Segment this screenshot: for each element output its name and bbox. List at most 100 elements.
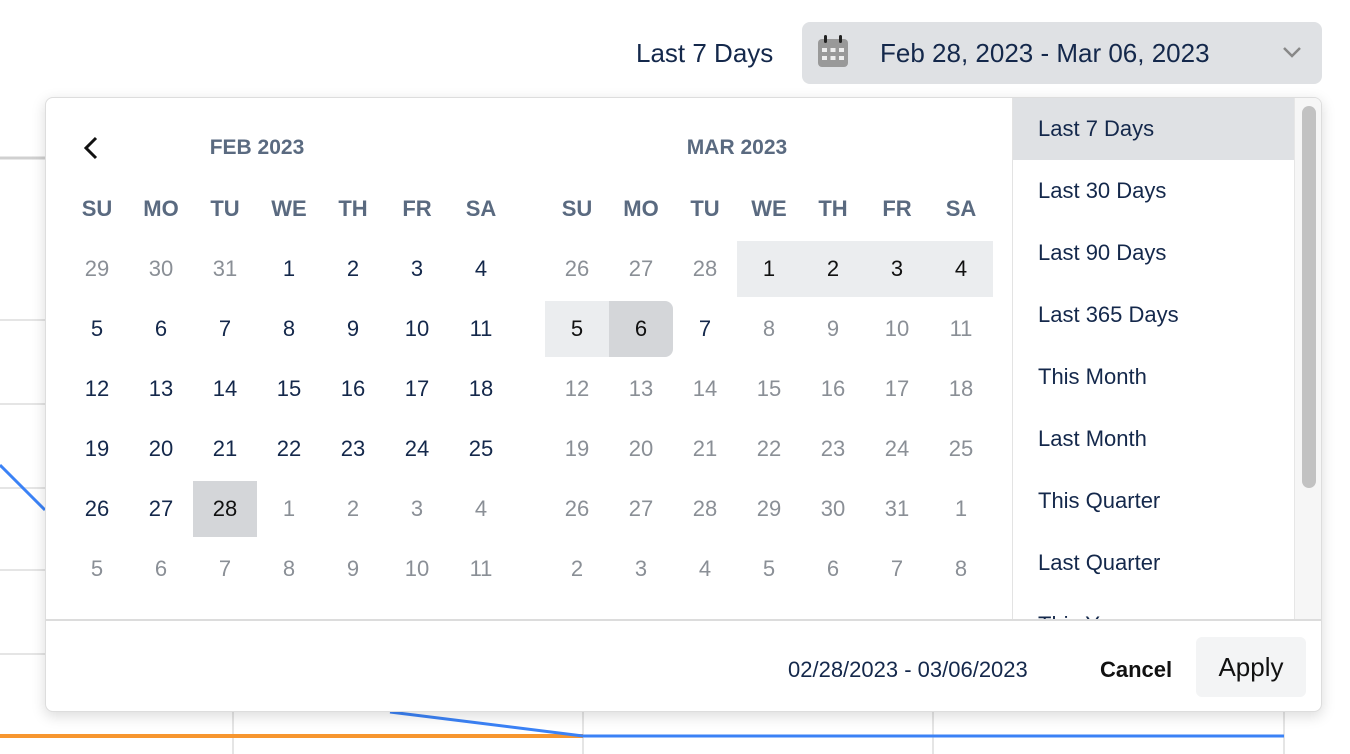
day-cell[interactable]: 4	[929, 241, 993, 297]
day-cell[interactable]: 22	[276, 436, 302, 461]
preset-item[interactable]: This Year	[1013, 594, 1294, 619]
day-cell[interactable]: 28	[692, 496, 718, 521]
day-cell[interactable]: 27	[148, 496, 174, 521]
preset-item[interactable]: Last 7 Days	[1013, 98, 1294, 160]
day-cell[interactable]: 1	[282, 256, 296, 281]
day-cell[interactable]: 3	[865, 241, 929, 297]
day-cell[interactable]: 21	[692, 436, 718, 461]
day-cell[interactable]: 10	[884, 316, 910, 341]
day-cell[interactable]: 26	[564, 496, 590, 521]
day-cell[interactable]: 7	[890, 556, 904, 581]
day-cell[interactable]: 4	[474, 256, 488, 281]
day-cell[interactable]: 20	[628, 436, 654, 461]
day-cell[interactable]: 28	[193, 481, 257, 537]
day-cell[interactable]: 13	[628, 376, 654, 401]
day-cell[interactable]: 12	[564, 376, 590, 401]
day-cell[interactable]: 17	[404, 376, 430, 401]
previous-month-button[interactable]	[80, 134, 104, 162]
day-cell[interactable]: 3	[634, 556, 648, 581]
day-cell[interactable]: 9	[826, 316, 840, 341]
day-cell[interactable]: 17	[884, 376, 910, 401]
day-cell[interactable]: 11	[469, 556, 493, 581]
day-cell[interactable]: 1	[282, 496, 296, 521]
day-cell[interactable]: 21	[212, 436, 238, 461]
weekday-header: TU	[690, 196, 720, 221]
preset-item[interactable]: Last 30 Days	[1038, 178, 1167, 203]
day-cell[interactable]: 14	[692, 376, 718, 401]
day-cell[interactable]: 4	[474, 496, 488, 521]
day-cell[interactable]: 16	[820, 376, 846, 401]
day-cell[interactable]: 22	[756, 436, 782, 461]
day-cell[interactable]: 15	[276, 376, 302, 401]
day-cell[interactable]: 2	[346, 496, 360, 521]
day-cell[interactable]: 18	[468, 376, 494, 401]
day-cell[interactable]: 6	[826, 556, 840, 581]
day-cell[interactable]: 3	[410, 256, 424, 281]
day-cell[interactable]: 19	[564, 436, 590, 461]
day-cell[interactable]: 27	[628, 256, 654, 281]
day-cell[interactable]: 5	[90, 316, 104, 341]
day-cell[interactable]: 24	[884, 436, 910, 461]
day-cell[interactable]: 2	[801, 241, 865, 297]
day-cell[interactable]: 2	[346, 256, 360, 281]
day-cell[interactable]: 6	[154, 556, 168, 581]
date-range-picker[interactable]: Feb 28, 2023 - Mar 06, 2023	[802, 22, 1322, 84]
day-cell[interactable]: 9	[346, 316, 360, 341]
preset-item[interactable]: Last 365 Days	[1038, 302, 1179, 327]
day-cell[interactable]: 23	[820, 436, 846, 461]
day-cell[interactable]: 25	[948, 436, 974, 461]
preset-item[interactable]: Last 90 Days	[1038, 240, 1167, 265]
day-cell[interactable]: 31	[212, 256, 238, 281]
day-cell[interactable]: 19	[84, 436, 110, 461]
day-cell[interactable]: 11	[949, 316, 973, 341]
day-cell[interactable]: 29	[84, 256, 110, 281]
day-cell[interactable]: 26	[84, 496, 110, 521]
day-cell[interactable]: 28	[692, 256, 718, 281]
preset-item[interactable]: This Quarter	[1038, 488, 1161, 513]
cancel-button[interactable]: Cancel	[1100, 657, 1173, 682]
day-cell[interactable]: 10	[404, 556, 430, 581]
day-cell[interactable]: 10	[404, 316, 430, 341]
day-cell[interactable]: 18	[948, 376, 974, 401]
day-cell[interactable]: 4	[698, 556, 712, 581]
day-cell[interactable]: 31	[884, 496, 910, 521]
day-cell[interactable]: 8	[282, 556, 296, 581]
day-cell[interactable]: 14	[212, 376, 238, 401]
day-cell[interactable]: 16	[340, 376, 366, 401]
day-cell[interactable]: 15	[756, 376, 782, 401]
day-cell[interactable]: 11	[469, 316, 493, 341]
day-cell[interactable]: 12	[84, 376, 110, 401]
day-cell[interactable]: 23	[340, 436, 366, 461]
day-cell[interactable]: 1	[737, 241, 801, 297]
day-cell[interactable]: 8	[282, 316, 296, 341]
day-cell[interactable]: 25	[468, 436, 494, 461]
day-cell[interactable]: 2	[570, 556, 584, 581]
preset-item[interactable]: This Month	[1038, 364, 1147, 389]
apply-button[interactable]: Apply	[1196, 637, 1306, 697]
day-cell[interactable]: 7	[218, 316, 232, 341]
preset-scrollbar[interactable]	[1294, 98, 1321, 619]
day-cell[interactable]: 26	[564, 256, 590, 281]
day-cell[interactable]: 6	[609, 301, 673, 357]
day-cell[interactable]: 9	[346, 556, 360, 581]
day-cell[interactable]: 7	[218, 556, 232, 581]
day-cell[interactable]: 8	[762, 316, 776, 341]
scrollbar-thumb[interactable]	[1302, 106, 1316, 488]
day-cell[interactable]: 5	[90, 556, 104, 581]
day-cell[interactable]: 30	[148, 256, 174, 281]
preset-item[interactable]: Last Quarter	[1038, 550, 1161, 575]
preset-item[interactable]: Last Month	[1038, 426, 1147, 451]
day-cell[interactable]: 6	[154, 316, 168, 341]
day-cell[interactable]: 13	[148, 376, 174, 401]
day-cell[interactable]: 24	[404, 436, 430, 461]
day-cell[interactable]: 27	[628, 496, 654, 521]
day-cell[interactable]: 5	[545, 301, 609, 357]
day-cell[interactable]: 1	[954, 496, 968, 521]
day-cell[interactable]: 5	[762, 556, 776, 581]
day-cell[interactable]: 8	[954, 556, 968, 581]
day-cell[interactable]: 3	[410, 496, 424, 521]
day-cell[interactable]: 30	[820, 496, 846, 521]
day-cell[interactable]: 7	[698, 316, 712, 341]
day-cell[interactable]: 29	[756, 496, 782, 521]
day-cell[interactable]: 20	[148, 436, 174, 461]
